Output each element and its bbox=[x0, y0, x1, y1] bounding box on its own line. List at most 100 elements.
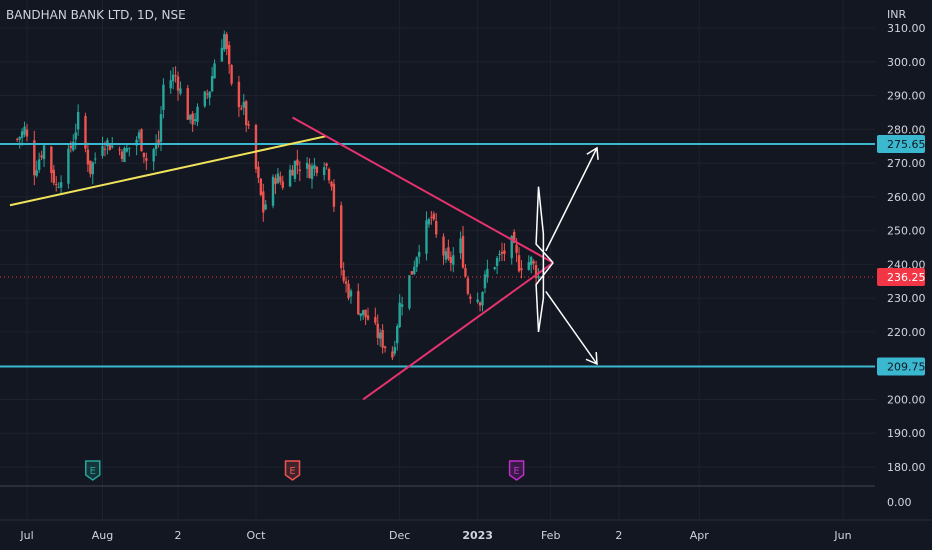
y-tick-label: 300.00 bbox=[887, 56, 926, 69]
candle-body bbox=[193, 119, 197, 122]
triangle-upper-line[interactable] bbox=[292, 116, 554, 264]
y-tick-label: 280.00 bbox=[887, 123, 926, 136]
candle-body bbox=[415, 257, 418, 267]
y-tick-label: 180.00 bbox=[887, 461, 926, 474]
candle-body bbox=[20, 131, 24, 138]
arrow-down-head bbox=[585, 351, 598, 366]
candle-body bbox=[517, 255, 521, 272]
lightning-upper-zigzag[interactable] bbox=[535, 186, 554, 275]
candle-body bbox=[137, 132, 141, 139]
candle-body bbox=[74, 132, 77, 140]
current-price-label: 236.25 bbox=[887, 271, 926, 284]
x-tick-label: Feb bbox=[541, 529, 560, 542]
candle-body bbox=[33, 140, 36, 176]
earnings-marker[interactable] bbox=[85, 460, 101, 481]
candle-body bbox=[322, 167, 326, 176]
candle-body bbox=[120, 151, 124, 159]
candle-body bbox=[157, 139, 160, 144]
y-tick-label: 220.00 bbox=[887, 326, 926, 339]
candle-body bbox=[347, 283, 350, 299]
currency-label: INR bbox=[887, 8, 907, 21]
candle-body bbox=[308, 164, 311, 178]
time-axis[interactable]: Jul Aug 2 Oct Dec 2023 Feb 2 Apr Jun bbox=[19, 529, 851, 542]
candle-body bbox=[344, 281, 348, 284]
candle-body bbox=[210, 76, 214, 92]
candle-body bbox=[89, 160, 92, 174]
candle-body bbox=[342, 270, 345, 281]
drawings bbox=[0, 116, 875, 401]
candle-body bbox=[381, 329, 384, 348]
candle-body bbox=[349, 290, 353, 297]
candle-body bbox=[510, 236, 513, 259]
candle-body bbox=[140, 129, 143, 152]
candle-body bbox=[383, 346, 387, 349]
lightning-lower-zigzag[interactable] bbox=[535, 262, 554, 333]
candle-body bbox=[325, 163, 328, 166]
candle-body bbox=[427, 219, 431, 225]
y-tick-label: 270.00 bbox=[887, 157, 926, 170]
candle-body bbox=[186, 88, 189, 120]
candle-body bbox=[305, 162, 309, 169]
candle-body bbox=[237, 81, 241, 108]
earnings-marker[interactable] bbox=[284, 460, 301, 481]
candle-body bbox=[296, 159, 299, 166]
resistance-price-label: 275.65 bbox=[887, 138, 926, 151]
candle-body bbox=[16, 138, 19, 140]
triangle-lower-line[interactable] bbox=[362, 261, 554, 401]
candle-body bbox=[432, 213, 435, 220]
x-tick-label: 2 bbox=[175, 529, 182, 542]
candle-body bbox=[410, 271, 414, 275]
candle-body bbox=[442, 236, 445, 256]
earnings-marker[interactable] bbox=[508, 460, 525, 481]
candle-body bbox=[208, 91, 211, 98]
candle-body bbox=[154, 143, 158, 150]
candle-body bbox=[459, 238, 462, 254]
yellow-trendline[interactable] bbox=[9, 135, 327, 207]
arrow-down[interactable] bbox=[545, 290, 598, 365]
arrow-up[interactable] bbox=[545, 147, 598, 252]
x-tick-label: Jul bbox=[19, 529, 33, 542]
candle-body bbox=[206, 93, 209, 95]
candle-body bbox=[191, 113, 194, 125]
x-tick-label: 2 bbox=[615, 529, 622, 542]
candles bbox=[16, 30, 540, 361]
candle-body bbox=[67, 148, 70, 184]
candle-body bbox=[378, 332, 382, 339]
candle-body bbox=[452, 255, 455, 265]
candle-body bbox=[534, 265, 538, 279]
candle-body bbox=[152, 149, 155, 162]
candle-body bbox=[225, 34, 228, 49]
candle-body bbox=[240, 108, 243, 110]
candle-body bbox=[469, 296, 472, 299]
candle-body bbox=[179, 88, 182, 94]
candle-body bbox=[203, 91, 207, 107]
candle-body bbox=[169, 80, 172, 89]
candle-body bbox=[245, 101, 248, 125]
candle-body bbox=[398, 302, 401, 328]
candle-body bbox=[174, 75, 177, 77]
current-price-tag bbox=[877, 268, 925, 287]
candle-body bbox=[76, 111, 80, 130]
candle-body bbox=[281, 181, 284, 188]
candle-body bbox=[357, 291, 360, 315]
candle-body bbox=[435, 221, 438, 235]
candle-body bbox=[52, 169, 55, 184]
symbol-title[interactable]: BANDHAN BANK LTD, 1D, NSE bbox=[6, 8, 186, 22]
candle-body bbox=[159, 114, 163, 142]
candle-body bbox=[274, 178, 277, 185]
y-tick-label: 190.00 bbox=[887, 427, 926, 440]
price-axis[interactable]: 310.00 300.00 290.00 280.00 270.00 260.00 250.… bbox=[877, 22, 926, 509]
candle-body bbox=[520, 268, 523, 271]
candle-body bbox=[84, 115, 87, 149]
x-tick-label: Oct bbox=[246, 529, 266, 542]
candle-body bbox=[242, 101, 245, 108]
candle-body bbox=[128, 147, 131, 149]
candle-body bbox=[25, 129, 29, 137]
candle-body bbox=[271, 176, 275, 206]
x-tick-label: Jun bbox=[833, 529, 851, 542]
candle-body bbox=[103, 148, 107, 150]
candle-body bbox=[291, 169, 294, 176]
candle-body bbox=[430, 216, 433, 218]
